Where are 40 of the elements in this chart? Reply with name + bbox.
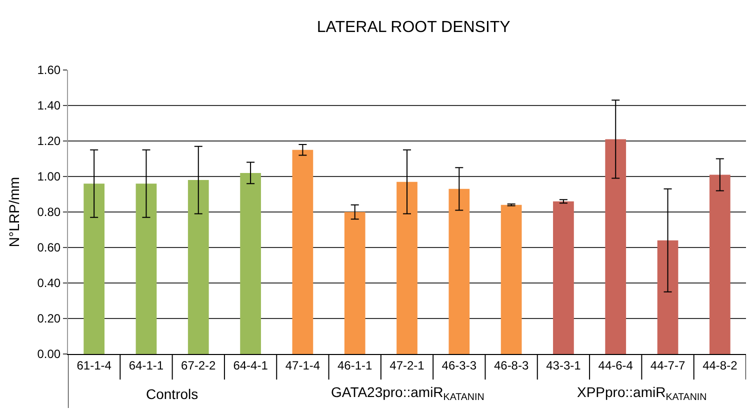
bar [500, 204, 522, 354]
bar [657, 240, 678, 354]
y-tick-label: 1.00 [37, 170, 61, 184]
bar [709, 174, 730, 354]
y-tick-label: 0.40 [37, 276, 61, 290]
text: Controls [146, 386, 198, 402]
bar [448, 188, 470, 354]
x-tick-label: 46-8-3 [494, 358, 529, 372]
y-tick-label: 1.60 [37, 63, 61, 78]
text: GATA23pro::amiR$_{KATANIN}$ [331, 384, 484, 403]
bar [553, 201, 574, 354]
bar [84, 184, 105, 354]
x-tick-label: 44-7-7 [650, 358, 686, 372]
x-tick-label: 67-2-2 [181, 358, 216, 372]
y-tick-label: 0.60 [37, 240, 61, 255]
bar [240, 172, 261, 354]
x-tick-label: 64-4-1 [233, 358, 268, 372]
bar [605, 139, 626, 354]
y-tick-label: 0.00 [37, 347, 61, 362]
x-tick-label: 44-8-2 [702, 358, 738, 372]
x-tick-label: 46-3-3 [442, 358, 477, 372]
x-tick-label: 46-1-1 [338, 358, 373, 372]
chart-title: LATERAL ROOT DENSITY [316, 19, 511, 36]
x-tick-label: 44-6-4 [598, 358, 634, 372]
bar [136, 184, 157, 354]
y-tick-label: 0.80 [37, 205, 61, 220]
bar [188, 180, 209, 354]
y-tick-label: 1.40 [37, 98, 61, 113]
x-tick-label: 43-3-1 [546, 358, 582, 372]
bar [396, 182, 418, 354]
x-tick-label: 64-1-1 [128, 358, 164, 372]
x-tick-label: 61-1-4 [76, 358, 112, 372]
x-tick-label: 47-2-1 [390, 358, 425, 372]
y-axis-title: N°LRP/mm [6, 176, 22, 248]
bar [292, 150, 314, 354]
y-tick-label: 0.20 [37, 312, 61, 326]
x-tick-label: 47-1-4 [285, 358, 320, 372]
text: XPPpro::amiR$_{KATANIN}$ [577, 384, 707, 403]
bar [344, 212, 366, 354]
y-tick-label: 1.20 [37, 134, 61, 148]
